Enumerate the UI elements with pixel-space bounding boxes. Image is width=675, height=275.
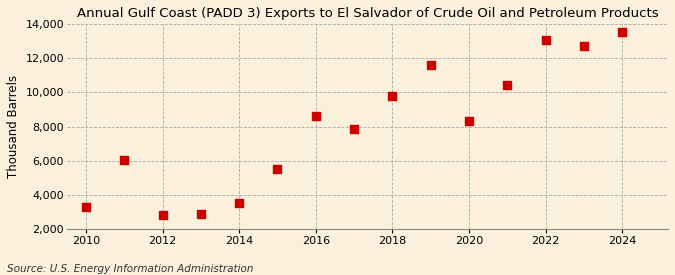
Point (310, 114, 321, 119)
Point (196, 211, 207, 216)
Point (349, 127, 360, 131)
Point (80, 205, 91, 209)
Point (234, 200, 244, 205)
Point (272, 167, 283, 171)
Point (425, 63, 436, 67)
Point (464, 118, 475, 123)
Point (617, 29, 628, 34)
Point (578, 44, 589, 48)
Title: Annual Gulf Coast (PADD 3) Exports to El Salvador of Crude Oil and Petroleum Pro: Annual Gulf Coast (PADD 3) Exports to El… (77, 7, 658, 20)
Point (157, 212, 168, 217)
Point (540, 38, 551, 42)
Y-axis label: Thousand Barrels: Thousand Barrels (7, 75, 20, 178)
Point (502, 82, 512, 87)
Point (387, 94, 398, 98)
Text: Source: U.S. Energy Information Administration: Source: U.S. Energy Information Administ… (7, 264, 253, 274)
Point (119, 158, 130, 162)
